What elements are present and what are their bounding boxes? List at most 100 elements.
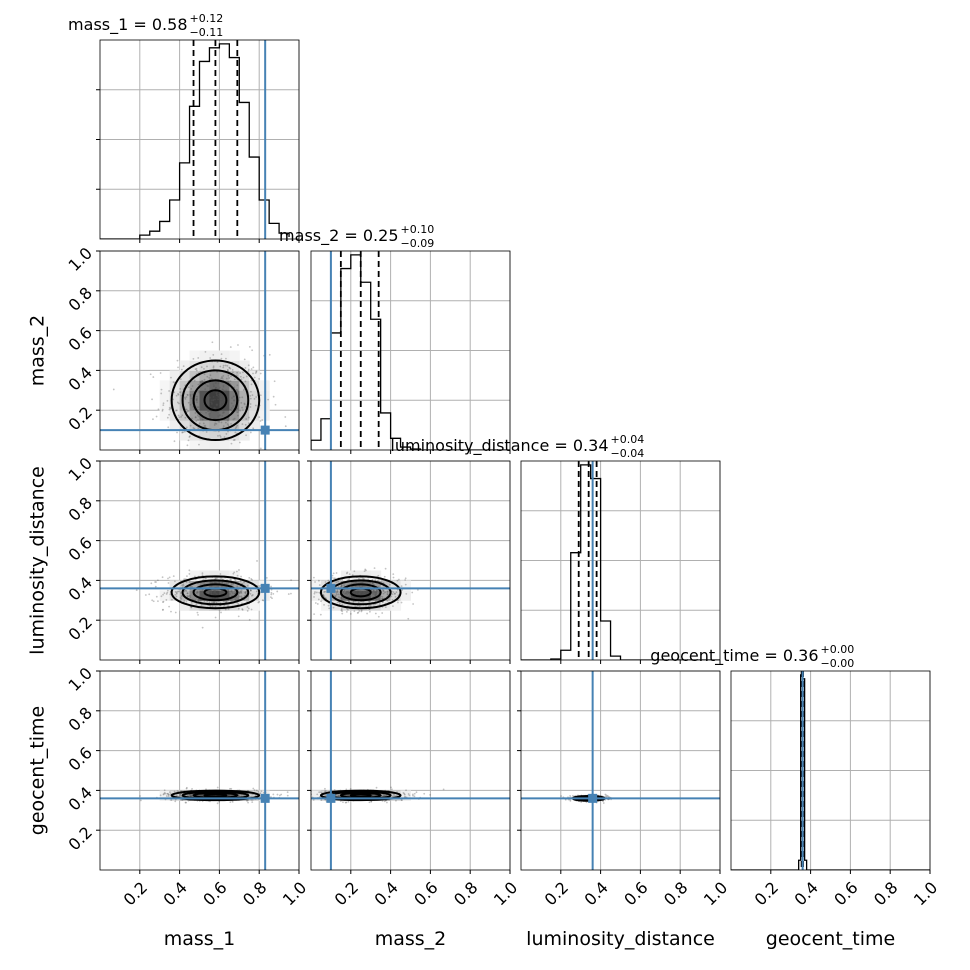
scatter-point	[204, 578, 206, 580]
scatter-point	[213, 601, 216, 604]
scatter-point	[249, 431, 252, 434]
scatter-point	[229, 787, 231, 790]
scatter-point	[374, 612, 377, 615]
scatter-point	[359, 581, 362, 584]
scatter-point	[187, 401, 190, 404]
scatter-point	[347, 591, 350, 594]
scatter-point	[345, 592, 347, 595]
scatter-point	[232, 572, 235, 575]
scatter-point	[324, 581, 327, 583]
contour	[339, 583, 382, 602]
scatter-point	[309, 796, 311, 798]
scatter-point	[206, 365, 208, 368]
scatter-point	[245, 434, 247, 437]
scatter-point	[236, 411, 239, 414]
scatter-point	[196, 406, 199, 409]
scatter-point	[367, 605, 370, 608]
scatter-point	[240, 401, 243, 404]
scatter-point	[227, 794, 230, 796]
scatter-point	[259, 447, 262, 450]
scatter-point	[206, 384, 209, 387]
scatter-point	[261, 599, 264, 602]
scatter-point	[323, 591, 326, 593]
scatter-point	[251, 594, 254, 596]
scatter-point	[244, 592, 247, 595]
scatter-point	[208, 601, 211, 603]
scatter-point	[191, 385, 194, 387]
density-bin	[199, 590, 210, 601]
scatter-point	[152, 600, 155, 603]
scatter-point	[194, 453, 196, 455]
scatter-point	[358, 592, 360, 595]
panel-content	[311, 251, 510, 450]
density-bin	[249, 600, 260, 611]
scatter-point	[372, 582, 374, 584]
scatter-point	[384, 567, 387, 570]
scatter-point	[213, 385, 215, 387]
scatter-point	[236, 574, 239, 577]
scatter-point	[234, 427, 237, 430]
scatter-point	[176, 495, 178, 497]
scatter-point	[205, 577, 207, 580]
scatter-point	[181, 584, 184, 587]
scatter-point	[442, 788, 445, 791]
density-bin	[199, 420, 210, 431]
scatter-point	[201, 418, 204, 421]
scatter-point	[214, 591, 217, 594]
scatter-point	[231, 592, 234, 594]
scatter-point	[278, 794, 281, 797]
scatter-point	[212, 353, 215, 356]
scatter-point	[212, 366, 215, 369]
scatter-point	[374, 579, 377, 582]
scatter-point	[304, 593, 306, 595]
scatter-point	[220, 585, 223, 588]
scatter-point	[229, 590, 232, 593]
scatter-point	[356, 604, 359, 607]
scatter-point	[176, 790, 179, 793]
density-bin	[189, 580, 200, 591]
scatter-point	[219, 414, 221, 416]
scatter-point	[244, 380, 247, 383]
scatter-point	[167, 795, 170, 798]
scatter-point	[176, 401, 179, 404]
scatter-point	[212, 601, 215, 604]
scatter-point	[223, 436, 226, 439]
scatter-point	[228, 366, 231, 369]
contour	[319, 575, 402, 610]
scatter-point	[206, 375, 209, 378]
scatter-point	[340, 585, 343, 588]
scatter-point	[374, 590, 376, 593]
scatter-point	[196, 590, 199, 593]
scatter-point	[151, 398, 153, 401]
scatter-point	[359, 590, 362, 593]
scatter-point	[220, 611, 222, 614]
tick-label-y: 0.4	[65, 363, 96, 394]
scatter-point	[240, 589, 243, 592]
scatter-point	[242, 409, 244, 412]
scatter-point	[195, 592, 198, 594]
scatter-point	[240, 591, 243, 593]
scatter-point	[196, 395, 199, 398]
scatter-point	[210, 377, 213, 380]
scatter-point	[320, 600, 322, 603]
scatter-point	[262, 599, 265, 602]
scatter-point	[314, 602, 317, 604]
density-bin	[199, 430, 210, 441]
scatter-point	[177, 392, 179, 395]
scatter-point	[230, 442, 233, 445]
scatter-point	[359, 591, 361, 594]
scatter-point	[215, 394, 218, 396]
scatter-point	[215, 382, 218, 384]
scatter-point	[411, 793, 414, 796]
scatter-point	[358, 585, 361, 587]
scatter-point	[602, 802, 605, 804]
scatter-point	[208, 591, 211, 593]
scatter-point	[222, 412, 224, 415]
scatter-point	[234, 580, 237, 582]
scatter-point	[270, 591, 273, 594]
scatter-point	[252, 427, 255, 430]
scatter-point	[157, 408, 160, 411]
truth-marker	[588, 793, 598, 803]
scatter-point	[205, 596, 208, 599]
scatter-point	[161, 609, 164, 611]
